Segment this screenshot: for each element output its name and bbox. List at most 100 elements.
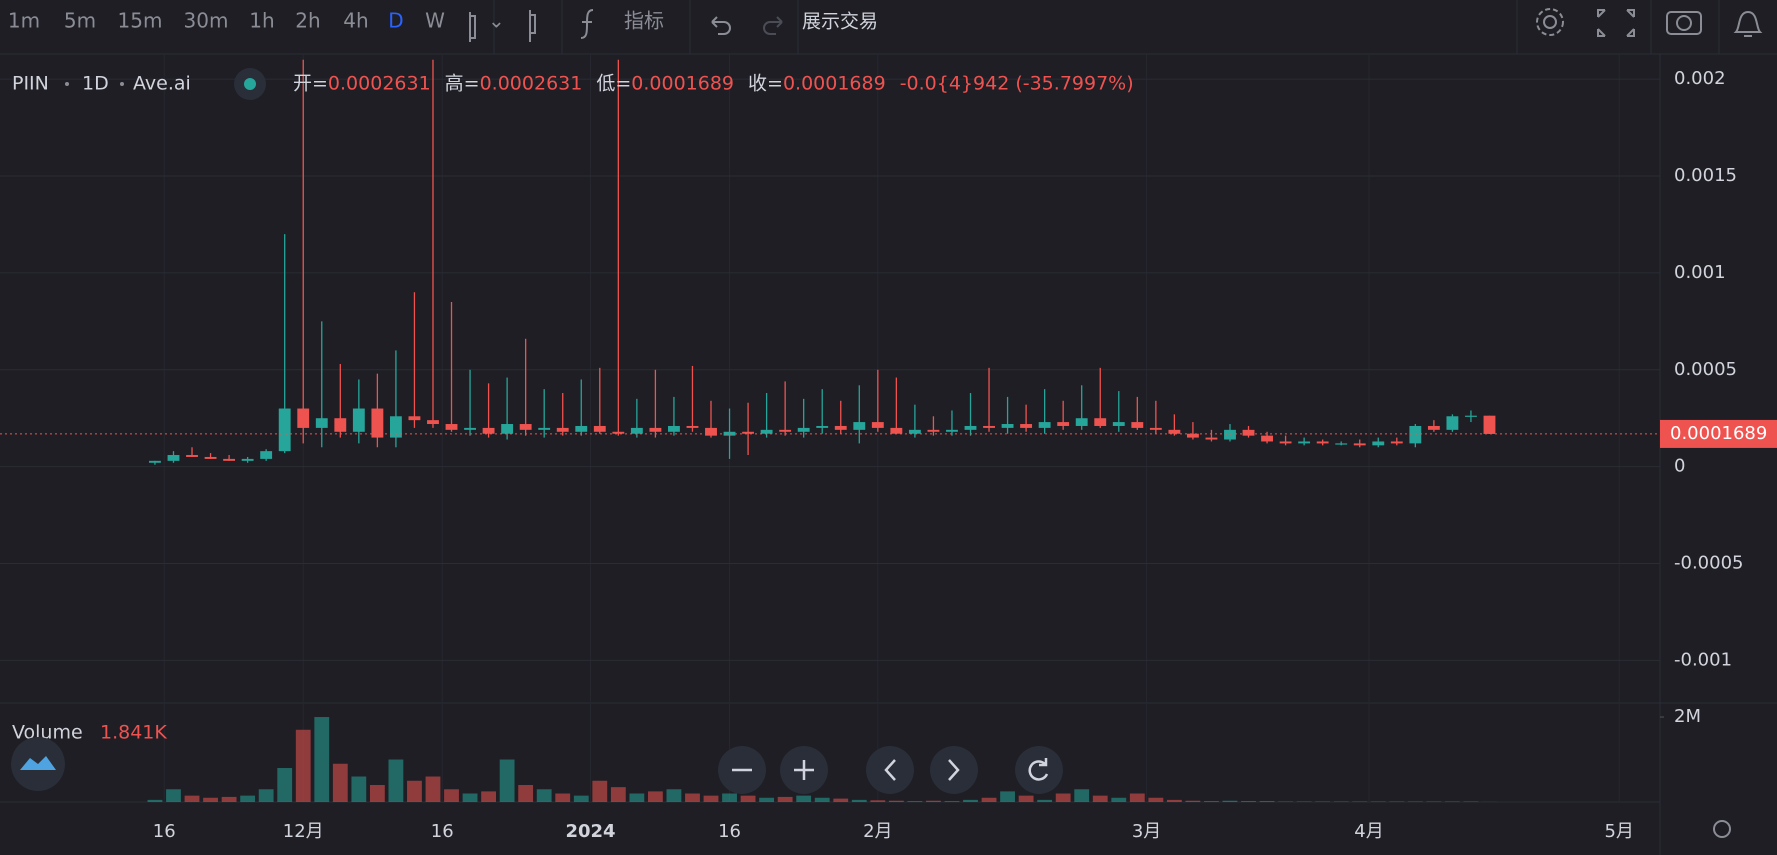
volume-bar [814,797,830,802]
volume-bar [1222,800,1238,802]
candle-body [408,416,421,421]
candle-body [964,425,977,430]
ohlc-value: 0.0002631 [480,73,583,95]
candle-body [1186,433,1199,438]
candle-body [797,427,810,432]
volume-bar [1055,793,1071,802]
legend: PIIN 1D Ave.ai [12,68,266,100]
interval-button[interactable]: 2h [295,9,320,33]
ohlc-value: 0.0002631 [328,73,431,95]
x-tick-label: 2024 [565,821,615,842]
toolbar-separators [493,0,1720,54]
settings-icon[interactable] [1543,15,1557,29]
candle-body [1001,424,1014,428]
indicators-button[interactable]: 指标 [624,9,664,33]
candle-body [149,460,161,463]
candle-body [556,427,569,432]
change: -0.0{4}942 (-35.7997%) [900,73,1134,95]
candle-body [927,429,940,432]
symbol: PIIN [12,73,49,95]
interval-button[interactable]: 1m [8,9,40,33]
candle-body [668,425,680,432]
candle-body [723,431,736,436]
candle-body [482,427,495,434]
candle-body [612,431,625,434]
volume-bar [240,795,256,802]
status-dot [244,78,256,90]
interval-button[interactable]: 1h [249,9,274,33]
undo-icon[interactable] [711,16,731,35]
scroll-right-icon[interactable] [948,759,960,781]
toolbar-icons[interactable] [469,8,1763,42]
candle-body [1409,425,1422,444]
interval-button[interactable]: 30m [184,9,229,33]
x-tick-label: 16 [431,821,454,842]
reset-icon[interactable] [1028,758,1049,781]
volume-bar [462,793,478,802]
more-intervals[interactable]: ⌄ [488,9,505,33]
volume-bar [870,800,886,802]
candle-body [1131,422,1144,428]
volume-bar [184,795,200,802]
fullscreen-icon[interactable] [1597,9,1635,37]
camera-lens[interactable] [1676,15,1692,31]
camera-icon[interactable] [1666,11,1702,35]
candle-body [519,424,532,430]
candle-body [1298,441,1311,444]
interval-button[interactable]: W [425,9,445,33]
candle-body [186,455,198,457]
interval-button[interactable]: 4h [343,9,368,33]
volume-bar [777,796,793,802]
zoom-in-icon[interactable] [794,760,814,780]
last-price-box [1660,419,1777,448]
volume-bar [555,793,571,802]
candle-body [1261,435,1273,442]
candle-body [779,429,792,432]
interval-button[interactable]: 15m [118,9,163,33]
time-settings-icon[interactable] [1713,820,1731,838]
x-tick-label: 3月 [1132,821,1161,842]
ohlc-label: 低= [596,73,631,95]
volume-bar [1204,801,1219,802]
interval-button[interactable]: D [388,9,403,33]
volume-bar [1166,799,1182,802]
candle-body [1242,429,1255,436]
volume-bar [203,797,218,802]
trade-button[interactable]: 展示交易 [802,11,878,33]
bell-icon[interactable] [1733,10,1763,37]
volume-bar [166,789,181,802]
x-tick-label: 4月 [1354,821,1383,842]
volume-bar [407,780,422,802]
scroll-right[interactable] [930,746,978,794]
candle-body [649,427,662,432]
fx-icon[interactable] [580,9,594,39]
candle-body [983,425,995,428]
scroll-left[interactable] [866,746,914,794]
candle-body [427,420,439,425]
candle-body [705,427,717,436]
volume-bar [610,787,626,802]
scroll-left-icon[interactable] [884,759,896,781]
candle-body [445,424,458,430]
candle-body [371,408,384,438]
volume-bar [332,763,348,802]
volume-tick-label: 2M [1674,706,1701,727]
candle-body [538,427,551,430]
interval: 1D [82,73,109,95]
interval-button[interactable]: 5m [64,9,96,33]
volume-bar [388,759,404,802]
redo-icon[interactable] [763,16,783,35]
nav-buttons[interactable] [718,746,1063,794]
candle-body [1038,422,1051,428]
candle-body [1390,441,1403,444]
volume-bar [888,800,904,802]
volume-bar [833,798,849,802]
reset[interactable] [1015,746,1063,794]
candle-body [501,424,514,434]
candle-body [593,425,606,432]
candle-icon[interactable] [469,10,536,42]
volume-bar [647,791,663,802]
candle-body [1483,415,1496,434]
settings-ring[interactable] [1536,8,1564,36]
